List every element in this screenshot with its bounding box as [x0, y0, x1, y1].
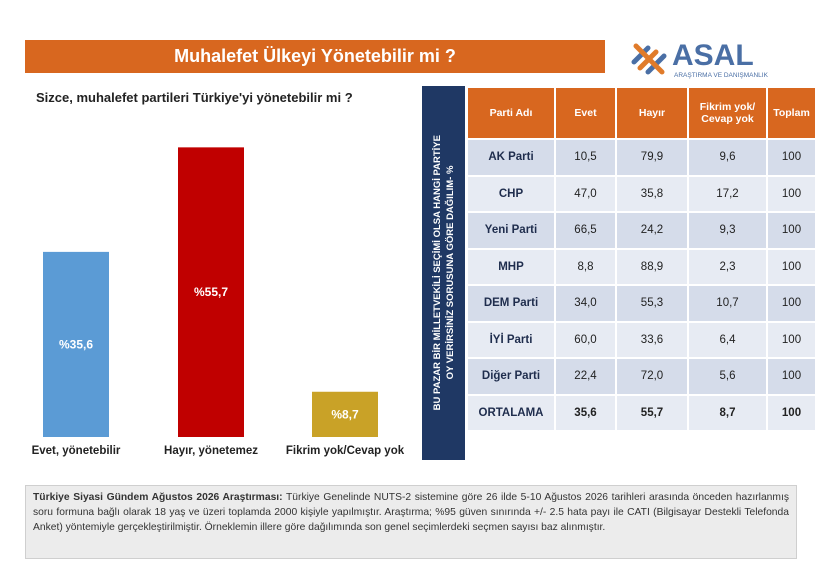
table-cell: 60,0	[556, 322, 615, 357]
table-cell: 8,8	[556, 249, 615, 284]
party-name: AK Parti	[468, 140, 554, 175]
table-cell: 55,7	[617, 395, 687, 430]
footnote-text: Türkiye Genelinde NUTS-2 sistemine göre …	[33, 492, 789, 533]
table-cell: 8,7	[689, 395, 766, 430]
footnote-bold: Türkiye Siyasi Gündem Ağustos 2026 Araşt…	[33, 492, 283, 503]
table-cell: 24,2	[617, 213, 687, 248]
table-body: AK Parti 10,5 79,9 9,6 100 CHP 47,0 35,8 17,2 100…	[468, 140, 815, 430]
table-row: Diğer Parti 22,4 72,0 5,6 100	[468, 359, 815, 394]
table-header-row: Parti Adı Evet Hayır Fikrim yok/ Cevap yok T…	[468, 88, 815, 138]
bar	[312, 391, 378, 437]
table-cell: 22,4	[556, 359, 615, 394]
party-name: ORTALAMA	[468, 395, 554, 430]
header-title: Muhalefet Ülkeyi Yönetebilir mi ?	[25, 40, 605, 73]
table-cell: 2,3	[689, 249, 766, 284]
table-cell: 100	[768, 176, 815, 211]
column-header: Hayır	[617, 88, 687, 138]
table-cell: 100	[768, 249, 815, 284]
column-header: Toplam	[768, 88, 815, 138]
table-cell: 100	[768, 322, 815, 357]
table-cell: 100	[768, 286, 815, 321]
table-cell: 66,5	[556, 213, 615, 248]
table: Parti Adı Evet Hayır Fikrim yok/ Cevap yok T…	[466, 86, 817, 432]
table-cell: 10,5	[556, 140, 615, 175]
table-side-label: BU PAZAR BİR MİLLETVEKİLİ SEÇİMİ OLSA HA…	[422, 86, 465, 460]
column-header: Parti Adı	[468, 88, 554, 138]
table-cell: 33,6	[617, 322, 687, 357]
party-name: İYİ Parti	[468, 322, 554, 357]
category-label: Hayır, yönetemez	[164, 445, 258, 457]
logo: ASAL ARAŞTIRMA VE DANIŞMANLIK	[631, 39, 769, 79]
chart: %35,6 Evet, yönetebilir %55,7 Hayır, yönete…	[32, 147, 405, 457]
table-row: Yeni Parti 66,5 24,2 9,3 100	[468, 213, 815, 248]
bar	[178, 147, 244, 438]
side-label-line: BU PAZAR BİR MİLLETVEKİLİ SEÇİMİ OLSA HA…	[431, 135, 443, 411]
value-label: %35,6	[59, 337, 93, 351]
table-cell: 17,2	[689, 176, 766, 211]
party-name: MHP	[468, 249, 554, 284]
table-cell: 79,9	[617, 140, 687, 175]
footnote: Türkiye Siyasi Gündem Ağustos 2026 Araşt…	[25, 485, 797, 559]
party-name: CHP	[468, 176, 554, 211]
table-row: CHP 47,0 35,8 17,2 100	[468, 176, 815, 211]
logo-subtext: ARAŞTIRMA VE DANIŞMANLIK	[674, 72, 769, 79]
table-cell: 35,6	[556, 395, 615, 430]
table-cell: 9,6	[689, 140, 766, 175]
column-header: Evet	[556, 88, 615, 138]
table-cell: 88,9	[617, 249, 687, 284]
value-label: %55,7	[194, 285, 228, 299]
logo-icon	[631, 43, 667, 75]
table-cell: 72,0	[617, 359, 687, 394]
table-row: ORTALAMA 35,6 55,7 8,7 100	[468, 395, 815, 430]
side-label-line: OY VERİRSİNİZ SORUSUNA GÖRE DAĞILIM- %	[444, 166, 456, 380]
table-row: AK Parti 10,5 79,9 9,6 100	[468, 140, 815, 175]
table-cell: 5,6	[689, 359, 766, 394]
table-cell: 6,4	[689, 322, 766, 357]
logo-text: ASAL	[672, 39, 754, 72]
table-cell: 100	[768, 359, 815, 394]
column-header: Fikrim yok/ Cevap yok	[689, 88, 766, 138]
table-cell: 10,7	[689, 286, 766, 321]
value-label: %8,7	[331, 407, 359, 421]
table-cell: 47,0	[556, 176, 615, 211]
table-row: MHP 8,8 88,9 2,3 100	[468, 249, 815, 284]
party-name: DEM Parti	[468, 286, 554, 321]
party-name: Diğer Parti	[468, 359, 554, 394]
category-label: Fikrim yok/Cevap yok	[286, 445, 405, 457]
chart-title: Sizce, muhalefet partileri Türkiye'yi yö…	[36, 90, 353, 105]
table-cell: 55,3	[617, 286, 687, 321]
table-cell: 100	[768, 140, 815, 175]
table-row: DEM Parti 34,0 55,3 10,7 100	[468, 286, 815, 321]
table-cell: 100	[768, 395, 815, 430]
table-cell: 9,3	[689, 213, 766, 248]
category-label: Evet, yönetebilir	[32, 445, 121, 457]
bar	[43, 251, 109, 437]
side-label-text: BU PAZAR BİR MİLLETVEKİLİ SEÇİMİ OLSA HA…	[431, 135, 457, 410]
table-cell: 100	[768, 213, 815, 248]
table-cell: 34,0	[556, 286, 615, 321]
table-cell: 35,8	[617, 176, 687, 211]
table-row: İYİ Parti 60,0 33,6 6,4 100	[468, 322, 815, 357]
party-name: Yeni Parti	[468, 213, 554, 248]
